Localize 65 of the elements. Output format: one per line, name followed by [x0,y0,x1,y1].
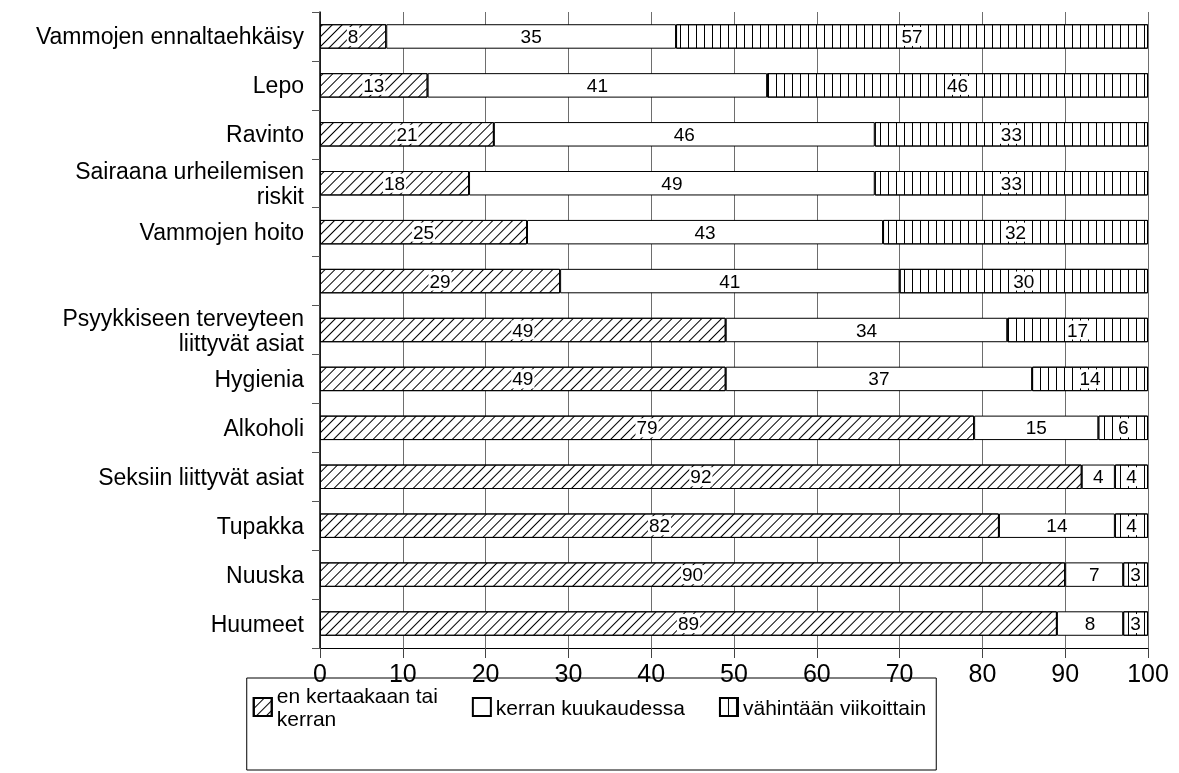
data-label: 4 [1093,466,1105,488]
data-label: 8 [1084,613,1096,635]
y-tick-label: Vammojen hoito [139,219,304,246]
y-tick-label: Nuuska [226,561,305,588]
x-tick-label: 80 [968,658,997,687]
x-tick-label: 20 [471,658,500,687]
data-label: 13 [363,74,385,96]
y-tick-label: Sairaana urheilemisen riskit [75,157,305,209]
data-label: 17 [1067,319,1089,341]
data-label: 33 [1000,172,1022,194]
y-tick-label: Seksiin liittyvät asiat [98,463,305,490]
data-label: 8 [347,25,359,47]
data-label: 46 [946,74,969,96]
x-tick-label: 100 [1127,658,1169,687]
data-label: 89 [677,613,700,635]
data-label: 57 [901,25,923,47]
y-tick-label: Hygienia [214,365,305,392]
y-tick-label: Ravinto [226,121,304,148]
data-label: 43 [694,221,716,243]
x-tick-label: 30 [554,658,583,687]
data-label: 4 [1126,466,1138,488]
data-label: 79 [636,417,658,439]
y-tick-label: Huumeet [210,610,305,637]
y-tick-label: Tupakka [216,512,305,539]
x-tick-label: 40 [637,658,666,687]
data-label: 4 [1126,515,1138,537]
data-label: 30 [1013,270,1035,292]
data-label: 35 [520,25,542,47]
legend-label: kerran kuukaudessa [495,695,686,719]
data-label: 49 [512,319,534,341]
data-label: 7 [1088,564,1100,586]
x-tick-label: 10 [388,658,417,687]
data-label: 14 [1079,368,1102,390]
data-label: 49 [661,172,683,194]
y-tick-label: Psyykkiseen terveyteen liittyvät asiat [62,304,305,356]
data-label: 82 [648,515,671,537]
data-label: 14 [1046,515,1068,537]
data-label: 3 [1130,613,1141,635]
data-label: 25 [412,221,435,243]
y-tick-label: Lepo [252,72,304,99]
y-tick-label: Alkoholi [223,414,304,441]
y-tick-label: Vammojen ennaltaehkäisy [35,23,305,50]
x-tick-label: 60 [802,658,831,687]
x-tick-label: 70 [885,658,914,687]
data-label: 90 [682,564,704,586]
data-label: 32 [1004,221,1027,243]
data-label: 41 [719,270,741,292]
x-tick-label: 0 [313,658,327,687]
legend-label: vähintään viikoittain [742,695,927,719]
data-label: 41 [586,74,608,96]
data-label: 49 [512,368,534,390]
data-label: 3 [1130,564,1141,586]
data-label: 46 [673,123,695,145]
x-tick-label: 50 [720,658,748,687]
data-label: 29 [429,270,451,292]
data-label: 37 [868,368,890,390]
data-label: 21 [396,123,418,145]
data-label: 15 [1025,417,1047,439]
data-label: 34 [855,319,878,341]
x-tick-label: 90 [1051,658,1080,687]
data-label: 18 [383,172,406,194]
data-label: 6 [1117,417,1129,439]
data-label: 92 [690,466,712,488]
legend-label: en kertaakaan tai kerran [276,684,438,730]
data-label: 33 [1000,123,1022,145]
